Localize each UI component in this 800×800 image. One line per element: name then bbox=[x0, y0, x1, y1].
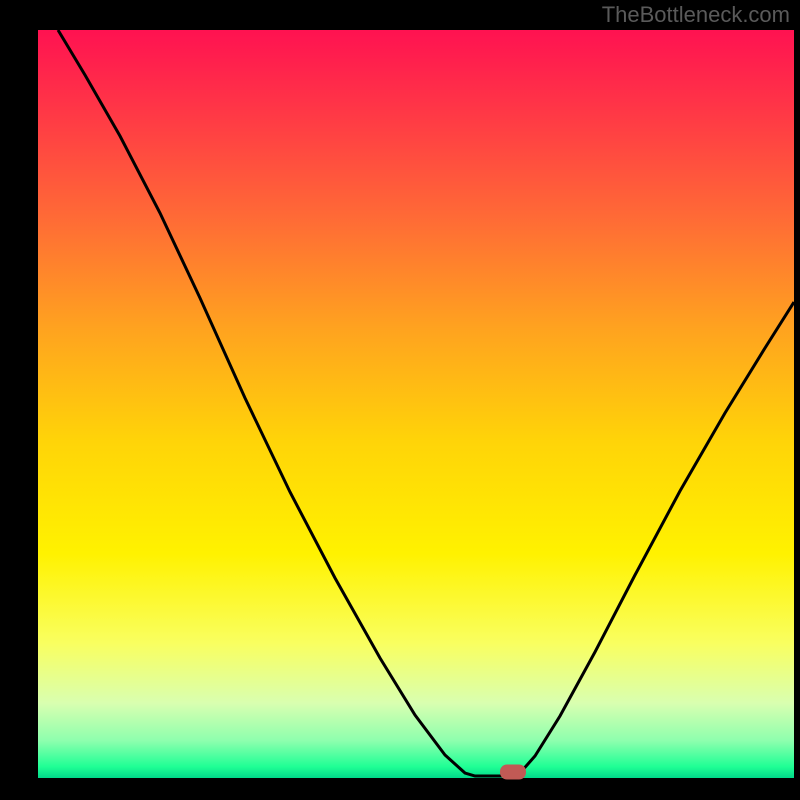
bottleneck-curve-chart bbox=[0, 0, 800, 800]
watermark-text: TheBottleneck.com bbox=[602, 2, 790, 28]
plot-background bbox=[38, 30, 794, 778]
optimum-marker bbox=[500, 765, 526, 780]
chart-frame: TheBottleneck.com bbox=[0, 0, 800, 800]
